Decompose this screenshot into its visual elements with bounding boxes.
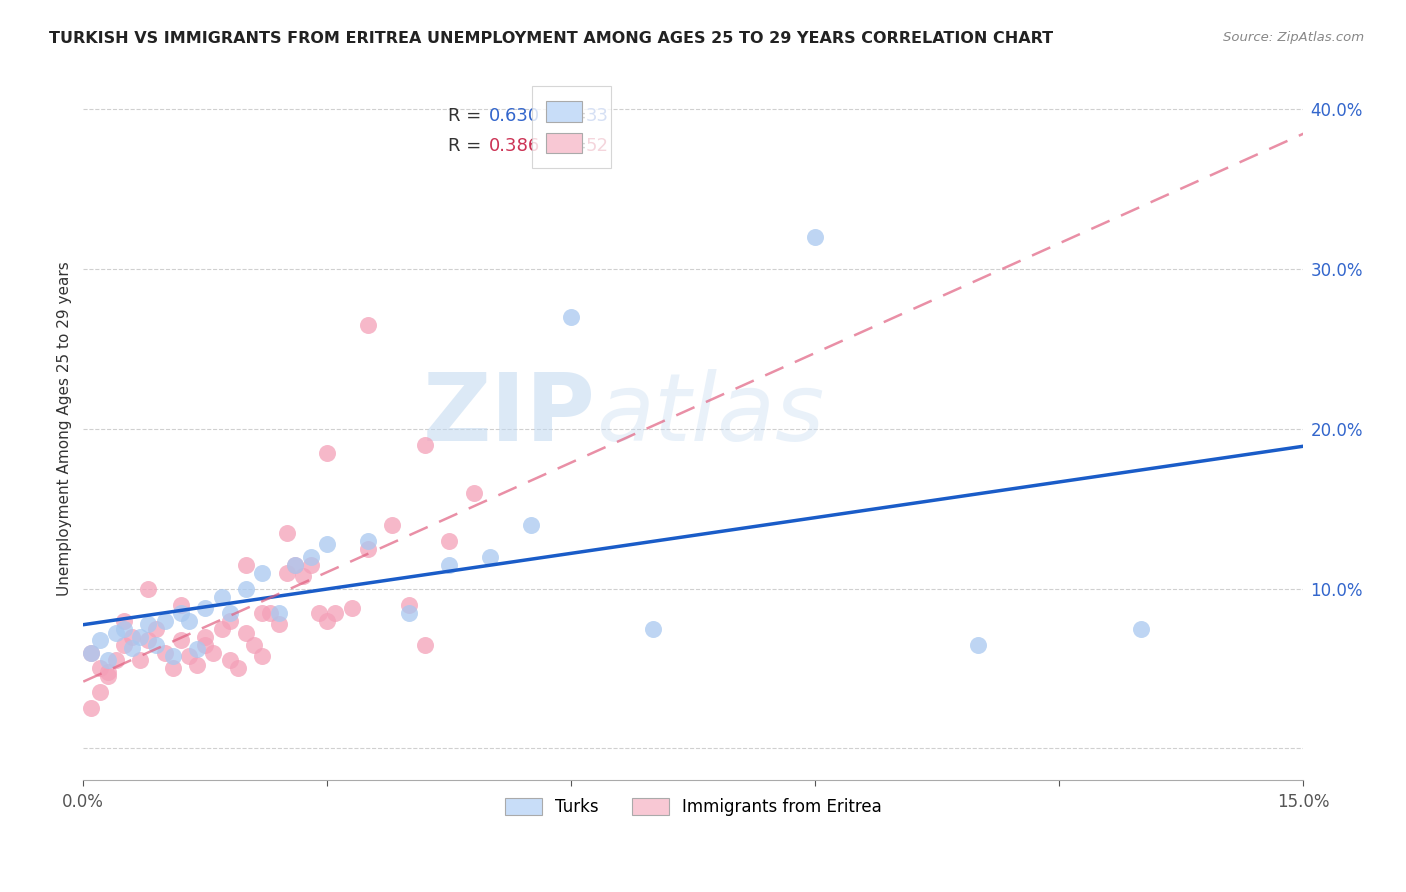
Point: [145, 638, 167, 652]
Point: [129, 630, 152, 644]
Point: [299, 558, 322, 572]
Point: [291, 569, 314, 583]
Point: [357, 533, 380, 548]
Point: [138, 632, 160, 647]
Point: [967, 638, 990, 652]
Text: N =: N =: [541, 137, 592, 155]
Point: [226, 661, 249, 675]
Text: N =: N =: [541, 107, 592, 125]
Point: [357, 541, 380, 556]
Point: [177, 648, 200, 663]
Point: [252, 648, 274, 663]
Point: [252, 566, 274, 580]
Point: [413, 638, 436, 652]
Point: [316, 446, 339, 460]
Point: [153, 646, 176, 660]
Point: [89, 632, 111, 647]
Point: [97, 653, 120, 667]
Point: [316, 614, 339, 628]
Text: Source: ZipAtlas.com: Source: ZipAtlas.com: [1223, 31, 1364, 45]
Point: [308, 606, 330, 620]
Text: atlas: atlas: [596, 369, 824, 460]
Point: [267, 606, 290, 620]
Point: [218, 614, 240, 628]
Text: R =: R =: [449, 137, 486, 155]
Point: [439, 533, 461, 548]
Point: [463, 485, 485, 500]
Point: [121, 640, 143, 655]
Point: [194, 638, 217, 652]
Point: [145, 622, 167, 636]
Point: [170, 632, 193, 647]
Text: 0.630: 0.630: [488, 107, 540, 125]
Point: [89, 685, 111, 699]
Point: [218, 653, 240, 667]
Point: [267, 616, 290, 631]
Point: [112, 622, 135, 636]
Point: [211, 622, 233, 636]
Point: [325, 606, 347, 620]
Point: [194, 630, 217, 644]
Text: ZIP: ZIP: [423, 368, 596, 461]
Text: 0.386: 0.386: [488, 137, 540, 155]
Point: [439, 558, 461, 572]
Point: [413, 438, 436, 452]
Point: [357, 318, 380, 332]
Point: [153, 614, 176, 628]
Point: [112, 614, 135, 628]
Text: 52: 52: [586, 137, 609, 155]
Point: [340, 600, 363, 615]
Point: [299, 549, 322, 564]
Point: [276, 566, 298, 580]
Point: [177, 614, 200, 628]
Point: [80, 701, 103, 715]
Point: [104, 626, 127, 640]
Point: [80, 646, 103, 660]
Point: [97, 669, 120, 683]
Point: [97, 665, 120, 679]
Point: [235, 582, 257, 596]
Point: [235, 626, 257, 640]
Point: [202, 646, 225, 660]
Point: [170, 606, 193, 620]
Point: [381, 517, 404, 532]
Point: [194, 600, 217, 615]
Point: [259, 606, 281, 620]
Text: R =: R =: [449, 107, 486, 125]
Point: [218, 606, 240, 620]
Legend: Turks, Immigrants from Eritrea: Turks, Immigrants from Eritrea: [496, 789, 890, 825]
Point: [186, 642, 208, 657]
Point: [316, 537, 339, 551]
Point: [80, 646, 103, 660]
Point: [138, 582, 160, 596]
Text: TURKISH VS IMMIGRANTS FROM ERITREA UNEMPLOYMENT AMONG AGES 25 TO 29 YEARS CORREL: TURKISH VS IMMIGRANTS FROM ERITREA UNEMP…: [49, 31, 1053, 46]
Point: [243, 638, 266, 652]
Point: [121, 630, 143, 644]
Point: [641, 622, 664, 636]
Point: [276, 525, 298, 540]
Point: [112, 638, 135, 652]
Point: [211, 590, 233, 604]
Point: [398, 598, 420, 612]
Point: [519, 517, 541, 532]
Point: [479, 549, 502, 564]
Point: [162, 648, 184, 663]
Point: [252, 606, 274, 620]
Y-axis label: Unemployment Among Ages 25 to 29 years: Unemployment Among Ages 25 to 29 years: [58, 261, 72, 596]
Point: [170, 598, 193, 612]
Point: [129, 653, 152, 667]
Point: [138, 616, 160, 631]
Point: [284, 558, 307, 572]
Point: [104, 653, 127, 667]
Text: 33: 33: [586, 107, 609, 125]
Point: [398, 606, 420, 620]
Point: [560, 310, 582, 324]
Point: [1129, 622, 1152, 636]
Point: [235, 558, 257, 572]
Point: [186, 658, 208, 673]
Point: [89, 661, 111, 675]
Point: [162, 661, 184, 675]
Point: [284, 558, 307, 572]
Point: [804, 230, 827, 244]
